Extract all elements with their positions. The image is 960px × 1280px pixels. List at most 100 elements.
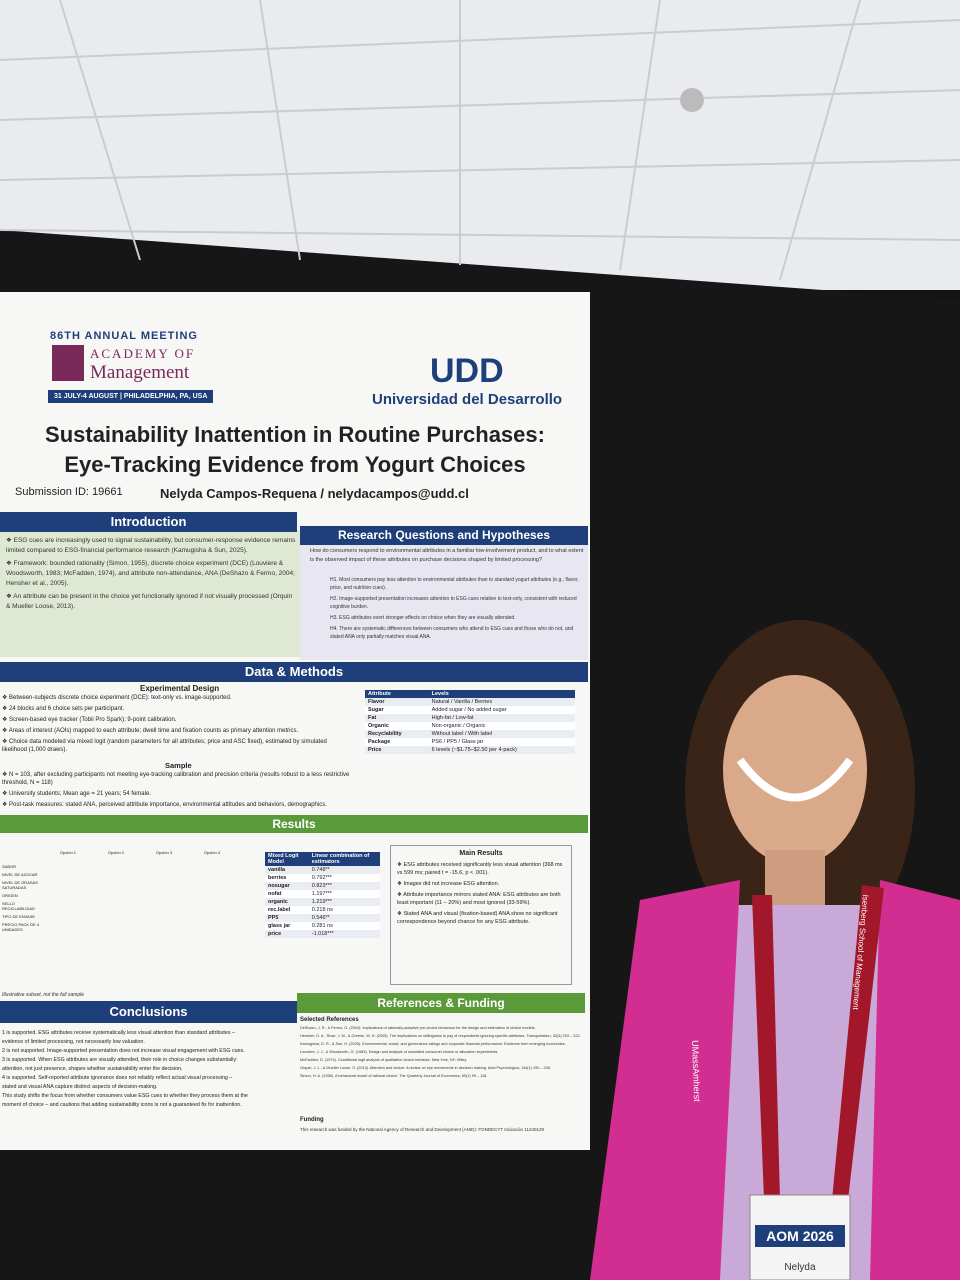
submission: Submission ID: 19661 [15, 486, 123, 498]
list-item: McFadden, D. (1974). Conditional logit a… [300, 1058, 468, 1062]
table-row: nofat 1.197*** [265, 890, 380, 898]
list-item: Areas of interest (AOIs) mapped to each … [2, 727, 352, 735]
logo: UDD [430, 352, 504, 390]
subheading: Funding [300, 1117, 324, 1123]
table-row: Recyclability Without label / With label [365, 730, 575, 738]
table-row: berries 0.792*** [265, 874, 380, 882]
title: Sustainability Inattention in Routine Pu… [10, 420, 580, 480]
table-cell: 0.823*** [311, 883, 332, 889]
list-item: SABOR [2, 864, 17, 869]
list-item: Stated ANA and visual (fixation-based) A… [397, 910, 565, 926]
list-item: N = 103, after excluding participants no… [2, 771, 352, 787]
table-cell: Organic [368, 723, 389, 729]
list-item: Post-task measures: stated ANA, perceive… [2, 801, 352, 809]
list-item: Framework: bounded rationality (Simon, 1… [6, 559, 296, 589]
list-item: ESG attributes received significantly le… [397, 861, 565, 877]
table-row: vanilla 0.748** [265, 866, 380, 874]
header-cell: Levels [431, 691, 449, 697]
subheading: Sample [165, 761, 192, 770]
list-item: DeShazo, J. R., & Fermo, G. (2004). Impl… [300, 1026, 536, 1030]
header-cell: Linear combination of estimators [311, 853, 370, 865]
list-item: Images did not increase ESG attention. [397, 880, 565, 888]
table-cell: berries [268, 875, 287, 881]
main-list: ESG attributes received significantly le… [391, 861, 571, 926]
intro-list: ESG cues are increasingly used to signal… [6, 536, 296, 615]
list-item: This study shifts the focus from whether… [2, 1093, 248, 1099]
table-cell: nofat [268, 891, 282, 897]
table-cell: Flavor [368, 699, 385, 705]
list-item: evidence of limited processing, not nece… [2, 1039, 145, 1045]
table-cell: Fat [368, 715, 377, 721]
list-item: Opción 2 [108, 850, 125, 855]
heatmap-rows: SABOR NIVEL DE AZÚCAR NIVEL DE GRASAS SATU… [2, 864, 47, 935]
caption: Illustrative subset, not the full sample [2, 992, 84, 998]
header-cell: Mixed Logit Model [268, 853, 299, 865]
table-cell: 1.197*** [311, 891, 332, 897]
list-item: moment of choice – and cautions that add… [2, 1102, 242, 1108]
heatmap-options: Opción 1 Opción 2 Opción 3 Opción 4 [60, 850, 220, 858]
list-item: Louviere, J. J., & Woodworth, G. (1983).… [300, 1050, 499, 1054]
table-cell: 0.281 ns [311, 923, 333, 929]
table-cell: 0.218 ns [311, 907, 333, 913]
org-line: ACADEMY OF [90, 346, 196, 361]
list-item: NIVEL DE AZÚCAR [2, 872, 38, 877]
hypotheses: H1. Most consumers pay less attention to… [330, 576, 580, 644]
list-item: Choice data modeled via mixed logit (ran… [2, 738, 352, 754]
table-cell: glass jar [268, 923, 291, 929]
list-item: 3 is supported. When ESG attributes are … [2, 1057, 238, 1063]
list-item: TIPO DE ENVASE [2, 914, 36, 919]
table-cell: 0.748** [311, 867, 330, 873]
research-panel [300, 545, 588, 660]
table-cell: High-fat / Low-fat [431, 715, 474, 721]
org-line: Management [90, 362, 190, 383]
table-row: glass jar 0.281 ns [265, 922, 380, 930]
list-item: Attribute importance mirrors stated ANA:… [397, 891, 565, 907]
table-cell: Natural / Vanilla / Berries [431, 699, 493, 705]
title-line: Eye-Tracking Evidence from Yogurt Choice… [64, 452, 526, 477]
table-cell: 0.546** [311, 915, 330, 921]
references-list: DeShazo, J. R., & Fermo, G. (2004). Impl… [300, 1026, 583, 1082]
list-item: 2 is not supported. Image-supported pres… [2, 1048, 245, 1054]
university: Universidad del Desarrollo [372, 391, 563, 408]
author: Nelyda Campos-Requena / nelydacampos@udd… [160, 486, 469, 501]
section-heading: Results [0, 815, 588, 833]
list-item: Simon, H. A. (1955). A behavioral model … [300, 1074, 488, 1078]
lanyard-text: UMassAmherst [690, 1040, 703, 1102]
list-item: Orquin, J. L., & Mueller Loose, S. (2013… [300, 1066, 551, 1070]
section-heading: Introduction [0, 512, 297, 532]
title-line: Sustainability Inattention in Routine Pu… [45, 422, 545, 447]
table-row: Organic Non-organic / Organic [365, 722, 575, 730]
table-cell: 0.792*** [311, 875, 332, 881]
badge-name: Nelyda [784, 1262, 816, 1273]
list-item: 1 is supported. ESG attributes receive s… [2, 1030, 235, 1036]
table-cell: Non-organic / Organic [431, 723, 486, 729]
main-results-box: Main Results ESG attributes received sig… [390, 845, 572, 985]
list-item: Opción 3 [156, 850, 173, 855]
list-item: University students; Mean age = 21 years… [2, 790, 352, 798]
list-item: Hensher, D. A., Rose, J. M., & Greene, W… [300, 1034, 581, 1038]
table-row: Flavor Natural / Vanilla / Berries [365, 698, 575, 706]
table-cell: organic [268, 899, 288, 905]
table-header: Mixed Logit Model Linear combination of e… [265, 852, 380, 866]
model-table: Mixed Logit Model Linear combination of e… [265, 852, 380, 938]
table-cell: Sugar [368, 707, 384, 713]
list-item: Opción 4 [204, 850, 221, 855]
table-row: Sugar Added sugar / No added sugar [365, 706, 575, 714]
table-row: PP5 0.546** [265, 914, 380, 922]
table-cell: 1.219*** [311, 899, 332, 905]
question: How do consumers respond to environmenta… [310, 548, 584, 563]
sample-list: N = 103, after excluding participants no… [2, 771, 352, 812]
list-item: Screen-based eye tracker (Tobii Pro Spar… [2, 716, 352, 724]
table-header: Attribute Levels [365, 690, 575, 698]
section-heading: References & Funding [297, 993, 585, 1013]
section-heading: Conclusions [0, 1001, 297, 1023]
subheading: Selected References [300, 1017, 359, 1023]
list-item: ORIGEN [2, 893, 18, 898]
table-cell: 6 levels (~$1.75–$2.50 per 4-pack) [431, 747, 517, 753]
table-cell: Price [368, 747, 382, 753]
table-cell: Package [368, 739, 391, 745]
table-cell: Added sugar / No added sugar [431, 707, 507, 713]
table-row: price -1.018*** [265, 930, 380, 938]
org-logo [52, 345, 84, 381]
